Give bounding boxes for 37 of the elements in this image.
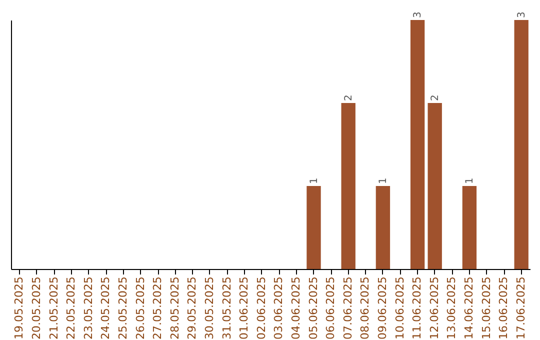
- data-label: 1: [308, 178, 320, 184]
- x-tick-label: 15.06.2025: [480, 276, 493, 340]
- x-tick-label: 27.05.2025: [151, 276, 164, 340]
- data-label: 2: [430, 94, 441, 101]
- x-tick-label: 28.05.2025: [168, 276, 182, 340]
- data-label: 1: [378, 178, 389, 184]
- x-tick-label: 14.06.2025: [462, 276, 476, 340]
- x-tick-label: 07.06.2025: [341, 276, 354, 340]
- x-tick-label: 02.06.2025: [254, 276, 268, 340]
- x-tick-label: 30.05.2025: [202, 276, 216, 340]
- x-tick-label: 04.06.2025: [289, 276, 302, 340]
- x-tick-label: 12.06.2025: [428, 276, 441, 340]
- x-tick-label: 19.05.2025: [12, 276, 26, 340]
- x-tick-label: 17.06.2025: [514, 276, 528, 340]
- x-tick-label: 06.06.2025: [324, 276, 338, 340]
- x-tick-label: 09.06.2025: [376, 276, 389, 340]
- data-label: 2: [343, 94, 354, 101]
- x-tick-label: 26.05.2025: [134, 276, 147, 340]
- data-label: 3: [412, 12, 424, 18]
- x-tick-label: 11.06.2025: [410, 276, 424, 340]
- x-tick-label: 16.06.2025: [497, 276, 510, 340]
- x-tick-label: 13.06.2025: [445, 276, 458, 340]
- x-tick-label: 03.06.2025: [272, 276, 286, 340]
- x-tick-label: 05.06.2025: [306, 276, 320, 340]
- x-tick-label: 21.05.2025: [47, 276, 60, 340]
- x-tick-label: 01.06.2025: [238, 276, 251, 340]
- x-tick-label: 20.05.2025: [30, 276, 43, 340]
- data-label: 3: [516, 12, 528, 18]
- x-tick-label: 23.05.2025: [82, 276, 95, 340]
- x-tick-label: 08.06.2025: [358, 276, 372, 340]
- x-tick-label: 24.05.2025: [99, 276, 112, 340]
- x-tick-label: 22.05.2025: [64, 276, 78, 340]
- data-label: 1: [464, 178, 476, 184]
- x-tick-label: 10.06.2025: [393, 276, 406, 340]
- x-tick-label: 25.05.2025: [116, 276, 130, 340]
- x-tick-label: 29.05.2025: [186, 276, 199, 340]
- x-tick-label: 31.05.2025: [220, 276, 234, 340]
